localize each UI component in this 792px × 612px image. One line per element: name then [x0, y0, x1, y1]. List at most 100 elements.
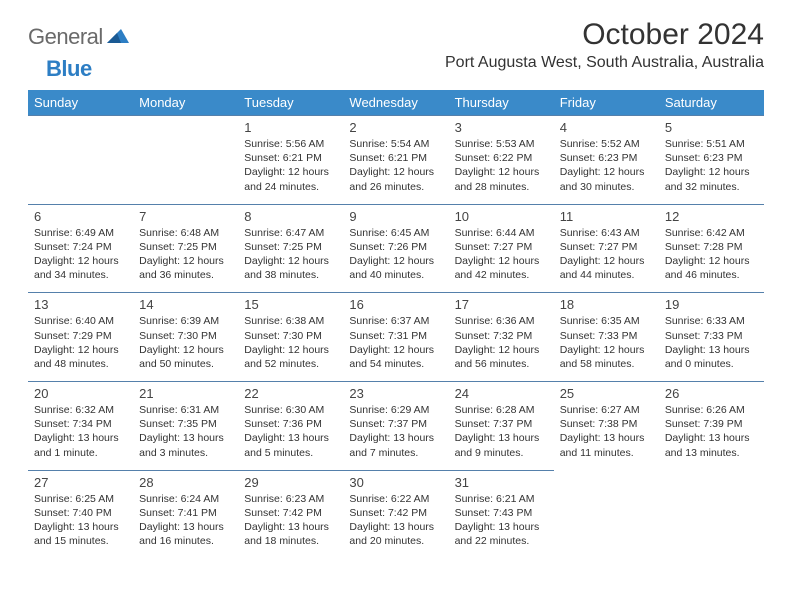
calendar-day-cell: 2 Sunrise: 5:54 AMSunset: 6:21 PMDaylight… [343, 116, 448, 205]
month-title: October 2024 [445, 18, 764, 52]
calendar-day-cell: 12 Sunrise: 6:42 AMSunset: 7:28 PMDayligh… [659, 204, 764, 293]
day-details: Sunrise: 6:30 AMSunset: 7:36 PMDaylight:… [244, 403, 337, 460]
day-details: Sunrise: 6:40 AMSunset: 7:29 PMDaylight:… [34, 314, 127, 371]
calendar-day-cell: 30Sunrise: 6:22 AMSunset: 7:42 PMDayligh… [343, 470, 448, 558]
calendar-day-cell: 15Sunrise: 6:38 AMSunset: 7:30 PMDayligh… [238, 293, 343, 382]
calendar-day-cell [28, 116, 133, 205]
day-number: 8 [244, 209, 337, 224]
day-details: Sunrise: 6:22 AMSunset: 7:42 PMDaylight:… [349, 492, 442, 549]
day-number: 28 [139, 475, 232, 490]
calendar-day-cell: 21 Sunrise: 6:31 AMSunset: 7:35 PMDayligh… [133, 382, 238, 471]
calendar-day-cell: 24Sunrise: 6:28 AMSunset: 7:37 PMDayligh… [449, 382, 554, 471]
logo-triangle-icon [107, 29, 129, 48]
day-number: 27 [34, 475, 127, 490]
calendar-week-row: 13 Sunrise: 6:40 AMSunset: 7:29 PMDayligh… [28, 293, 764, 382]
day-details: Sunrise: 6:33 AMSunset: 7:33 PMDaylight:… [665, 314, 758, 371]
calendar-day-cell: 18Sunrise: 6:35 AMSunset: 7:33 PMDayligh… [554, 293, 659, 382]
day-number: 26 [665, 386, 758, 401]
day-number: 12 [665, 209, 758, 224]
calendar-day-cell: 16 Sunrise: 6:37 AMSunset: 7:31 PMDayligh… [343, 293, 448, 382]
day-details: Sunrise: 6:47 AMSunset: 7:25 PMDaylight:… [244, 226, 337, 283]
calendar-day-cell: 28 Sunrise: 6:24 AMSunset: 7:41 PMDayligh… [133, 470, 238, 558]
day-details: Sunrise: 6:36 AMSunset: 7:32 PMDaylight:… [455, 314, 548, 371]
day-details: Sunrise: 5:53 AMSunset: 6:22 PMDaylight:… [455, 137, 548, 194]
day-details: Sunrise: 6:37 AMSunset: 7:31 PMDaylight:… [349, 314, 442, 371]
day-number: 31 [455, 475, 548, 490]
day-header: Saturday [659, 90, 764, 116]
day-number: 9 [349, 209, 442, 224]
day-number: 16 [349, 297, 442, 312]
day-header: Tuesday [238, 90, 343, 116]
day-details: Sunrise: 6:24 AMSunset: 7:41 PMDaylight:… [139, 492, 232, 549]
day-details: Sunrise: 6:43 AMSunset: 7:27 PMDaylight:… [560, 226, 653, 283]
calendar-week-row: 6 Sunrise: 6:49 AMSunset: 7:24 PMDaylight… [28, 204, 764, 293]
calendar-day-cell: 23Sunrise: 6:29 AMSunset: 7:37 PMDayligh… [343, 382, 448, 471]
calendar-day-cell: 25Sunrise: 6:27 AMSunset: 7:38 PMDayligh… [554, 382, 659, 471]
day-number: 20 [34, 386, 127, 401]
calendar-day-cell: 27 Sunrise: 6:25 AMSunset: 7:40 PMDayligh… [28, 470, 133, 558]
calendar-day-cell: 5 Sunrise: 5:51 AMSunset: 6:23 PMDaylight… [659, 116, 764, 205]
day-number: 21 [139, 386, 232, 401]
calendar-week-row: 20 Sunrise: 6:32 AMSunset: 7:34 PMDayligh… [28, 382, 764, 471]
calendar-day-cell: 29Sunrise: 6:23 AMSunset: 7:42 PMDayligh… [238, 470, 343, 558]
day-number: 6 [34, 209, 127, 224]
calendar-table: Sunday Monday Tuesday Wednesday Thursday… [28, 90, 764, 558]
logo-word1: General [28, 24, 103, 50]
calendar-day-cell: 10Sunrise: 6:44 AMSunset: 7:27 PMDayligh… [449, 204, 554, 293]
day-number: 11 [560, 209, 653, 224]
day-number: 2 [349, 120, 442, 135]
calendar-day-cell [554, 470, 659, 558]
day-number: 5 [665, 120, 758, 135]
day-details: Sunrise: 6:45 AMSunset: 7:26 PMDaylight:… [349, 226, 442, 283]
calendar-day-cell: 3 Sunrise: 5:53 AMSunset: 6:22 PMDaylight… [449, 116, 554, 205]
calendar-day-cell: 11 Sunrise: 6:43 AMSunset: 7:27 PMDayligh… [554, 204, 659, 293]
day-details: Sunrise: 6:42 AMSunset: 7:28 PMDaylight:… [665, 226, 758, 283]
calendar-day-cell: 8 Sunrise: 6:47 AMSunset: 7:25 PMDaylight… [238, 204, 343, 293]
day-number: 3 [455, 120, 548, 135]
day-details: Sunrise: 5:51 AMSunset: 6:23 PMDaylight:… [665, 137, 758, 194]
day-header: Thursday [449, 90, 554, 116]
calendar-week-row: 1Sunrise: 5:56 AMSunset: 6:21 PMDaylight… [28, 116, 764, 205]
day-number: 17 [455, 297, 548, 312]
calendar-day-cell: 13 Sunrise: 6:40 AMSunset: 7:29 PMDayligh… [28, 293, 133, 382]
calendar-day-cell: 7 Sunrise: 6:48 AMSunset: 7:25 PMDaylight… [133, 204, 238, 293]
calendar-day-cell: 31Sunrise: 6:21 AMSunset: 7:43 PMDayligh… [449, 470, 554, 558]
day-details: Sunrise: 6:32 AMSunset: 7:34 PMDaylight:… [34, 403, 127, 460]
day-number: 7 [139, 209, 232, 224]
calendar-day-cell: 17 Sunrise: 6:36 AMSunset: 7:32 PMDayligh… [449, 293, 554, 382]
logo: General [28, 24, 131, 50]
day-header: Monday [133, 90, 238, 116]
day-details: Sunrise: 6:38 AMSunset: 7:30 PMDaylight:… [244, 314, 337, 371]
calendar-day-cell: 19 Sunrise: 6:33 AMSunset: 7:33 PMDayligh… [659, 293, 764, 382]
day-number: 22 [244, 386, 337, 401]
day-number: 23 [349, 386, 442, 401]
logo-word2: Blue [46, 56, 92, 82]
day-number: 4 [560, 120, 653, 135]
day-header: Wednesday [343, 90, 448, 116]
day-number: 14 [139, 297, 232, 312]
day-details: Sunrise: 6:35 AMSunset: 7:33 PMDaylight:… [560, 314, 653, 371]
day-number: 13 [34, 297, 127, 312]
day-header: Sunday [28, 90, 133, 116]
day-details: Sunrise: 6:48 AMSunset: 7:25 PMDaylight:… [139, 226, 232, 283]
day-details: Sunrise: 5:54 AMSunset: 6:21 PMDaylight:… [349, 137, 442, 194]
day-details: Sunrise: 5:56 AMSunset: 6:21 PMDaylight:… [244, 137, 337, 194]
calendar-day-cell: 9 Sunrise: 6:45 AMSunset: 7:26 PMDaylight… [343, 204, 448, 293]
calendar-day-cell: 1Sunrise: 5:56 AMSunset: 6:21 PMDaylight… [238, 116, 343, 205]
day-details: Sunrise: 6:26 AMSunset: 7:39 PMDaylight:… [665, 403, 758, 460]
calendar-day-cell: 22 Sunrise: 6:30 AMSunset: 7:36 PMDayligh… [238, 382, 343, 471]
day-details: Sunrise: 6:25 AMSunset: 7:40 PMDaylight:… [34, 492, 127, 549]
calendar-day-cell [659, 470, 764, 558]
day-details: Sunrise: 6:23 AMSunset: 7:42 PMDaylight:… [244, 492, 337, 549]
calendar-day-cell [133, 116, 238, 205]
location: Port Augusta West, South Australia, Aust… [445, 54, 764, 72]
day-number: 25 [560, 386, 653, 401]
day-details: Sunrise: 6:28 AMSunset: 7:37 PMDaylight:… [455, 403, 548, 460]
day-details: Sunrise: 6:31 AMSunset: 7:35 PMDaylight:… [139, 403, 232, 460]
calendar-day-cell: 4Sunrise: 5:52 AMSunset: 6:23 PMDaylight… [554, 116, 659, 205]
calendar-day-cell: 6 Sunrise: 6:49 AMSunset: 7:24 PMDaylight… [28, 204, 133, 293]
calendar-header-row: Sunday Monday Tuesday Wednesday Thursday… [28, 90, 764, 116]
day-details: Sunrise: 6:49 AMSunset: 7:24 PMDaylight:… [34, 226, 127, 283]
day-details: Sunrise: 6:39 AMSunset: 7:30 PMDaylight:… [139, 314, 232, 371]
day-number: 19 [665, 297, 758, 312]
